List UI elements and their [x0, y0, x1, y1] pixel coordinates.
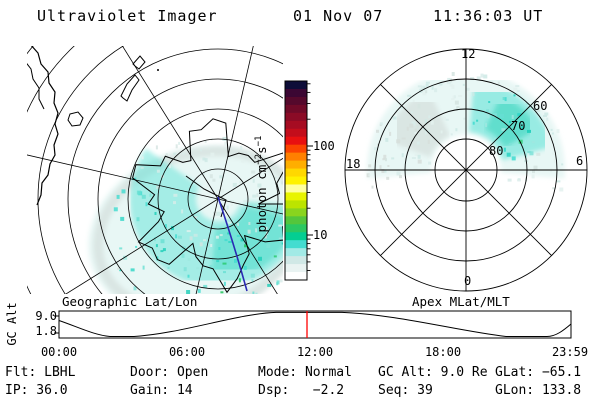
mlt-label-18: 18 — [346, 157, 360, 171]
time-tick-0000: 00:00 — [41, 345, 77, 359]
apex-grid — [344, 48, 588, 292]
mlat-label-70: 70 — [511, 119, 525, 133]
time-tick-2359: 23:59 — [552, 345, 588, 359]
colorbar-tick-10: 10 — [313, 228, 327, 242]
time-tick-1800: 18:00 — [425, 345, 461, 359]
status-col-flight: Flt: LBHL IP: 36.0 — [5, 365, 76, 398]
geographic-emission — [88, 136, 283, 294]
gc-alt-curve — [58, 311, 572, 337]
app-title: Ultraviolet Imager — [37, 7, 218, 25]
observation-time: 11:36:03 UT — [433, 7, 544, 25]
mlat-label-80: 80 — [489, 144, 503, 158]
colorbar-unit-label: photon cm−2s−1 — [254, 136, 269, 233]
status-col-door-gain: Door: Open Gain: 14 — [130, 365, 209, 398]
apex-plot — [344, 48, 588, 292]
geographic-plot — [27, 46, 283, 294]
alt-max-label: 9.0 — [35, 309, 57, 323]
mlat-label-60: 60 — [533, 99, 547, 113]
satellite-track — [217, 196, 248, 292]
geographic-plot-title: Geographic Lat/Lon — [62, 294, 197, 309]
status-col-mode-dsp: Mode: Normal Dsp: −2.2 — [258, 365, 352, 398]
time-tick-1200: 12:00 — [297, 345, 333, 359]
mlt-label-0: 0 — [464, 274, 471, 288]
status-col-glat-glon: GLat: −65.1 GLon: 133.8 — [495, 365, 582, 398]
tasmania-coast — [67, 111, 84, 127]
altitude-timeline — [54, 310, 572, 339]
alt-min-label: 1.8 — [35, 324, 57, 338]
australia-coast — [30, 46, 59, 206]
mlt-label-6: 6 — [576, 154, 583, 168]
antarctica-coast — [132, 118, 283, 294]
colorbar-frame — [284, 80, 308, 281]
time-tick-0600: 06:00 — [169, 345, 205, 359]
colorbar-tick-100: 100 — [313, 139, 335, 153]
status-col-alt-seq: GC Alt: 9.0 Re Seq: 39 — [378, 365, 488, 398]
observation-date: 01 Nov 07 — [293, 7, 384, 25]
apex-emission — [366, 70, 565, 192]
timeline-frame — [58, 310, 572, 339]
apex-plot-title: Apex MLat/MLT — [412, 294, 510, 309]
timeline-y-axis-label: GC Alt — [5, 302, 19, 345]
mlt-label-12: 12 — [461, 47, 475, 61]
geographic-grid — [27, 46, 283, 294]
colorbar — [284, 80, 313, 281]
